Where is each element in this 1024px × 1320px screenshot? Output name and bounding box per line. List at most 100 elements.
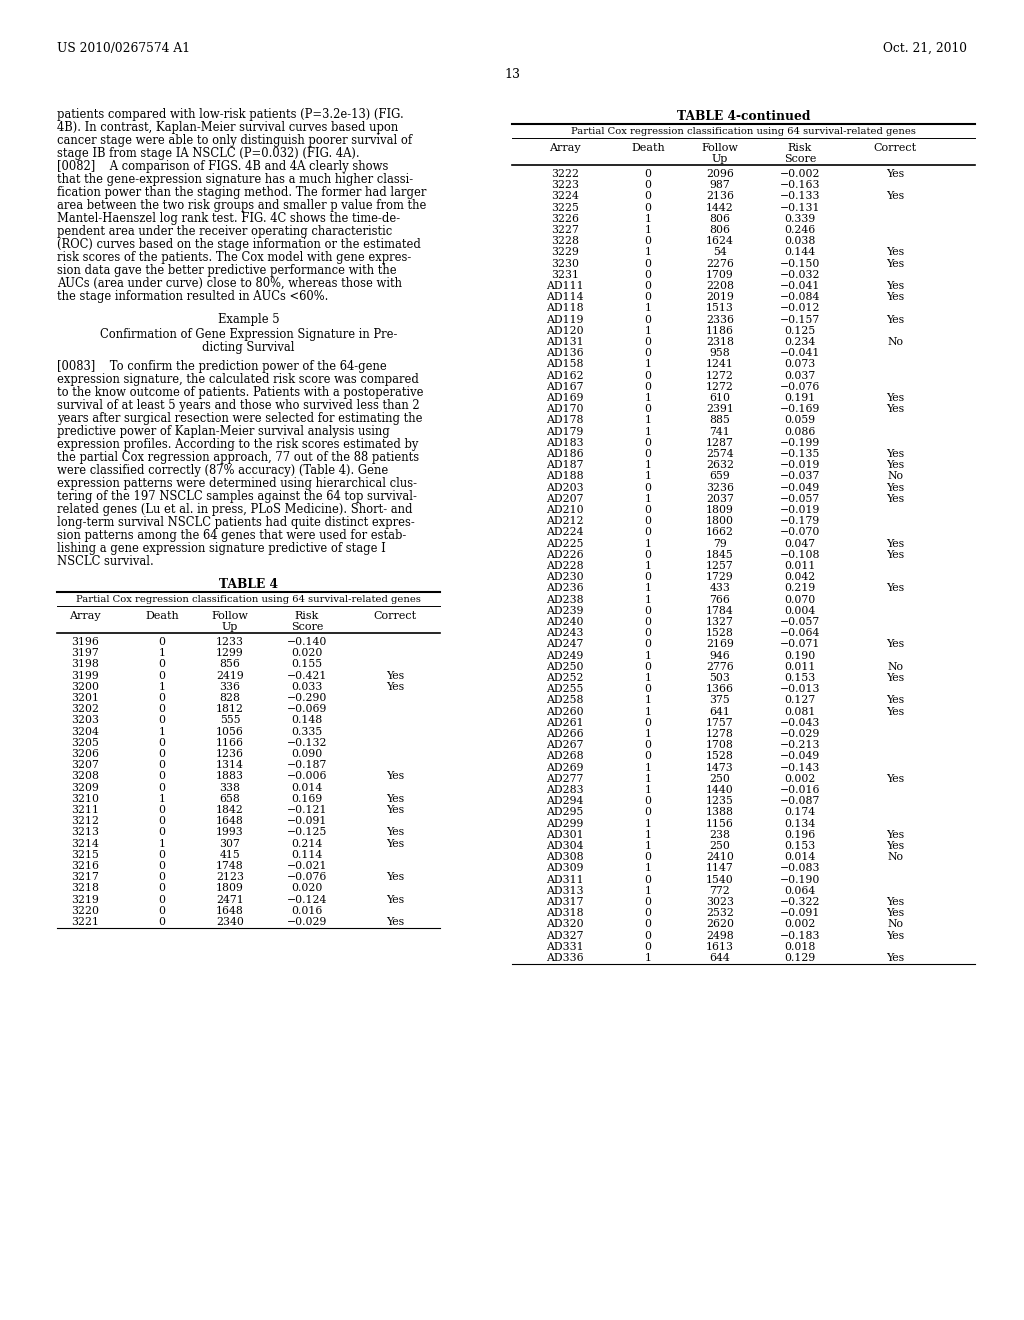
Text: 0: 0	[159, 783, 166, 792]
Text: 0.020: 0.020	[291, 883, 323, 894]
Text: 1: 1	[644, 416, 651, 425]
Text: 1648: 1648	[216, 816, 244, 826]
Text: 3200: 3200	[71, 682, 99, 692]
Text: 0: 0	[644, 741, 651, 750]
Text: −0.057: −0.057	[780, 616, 820, 627]
Text: −0.190: −0.190	[780, 875, 820, 884]
Text: 2136: 2136	[706, 191, 734, 202]
Text: 0: 0	[644, 920, 651, 929]
Text: 3216: 3216	[71, 861, 99, 871]
Text: 0.234: 0.234	[784, 337, 816, 347]
Text: 772: 772	[710, 886, 730, 896]
Text: AD243: AD243	[546, 628, 584, 638]
Text: 1540: 1540	[707, 875, 734, 884]
Text: Yes: Yes	[386, 805, 404, 814]
Text: pendent area under the receiver operating characteristic: pendent area under the receiver operatin…	[57, 224, 392, 238]
Text: −0.084: −0.084	[780, 292, 820, 302]
Text: 806: 806	[710, 224, 730, 235]
Text: 0: 0	[644, 684, 651, 694]
Text: 0: 0	[644, 516, 651, 527]
Text: 1624: 1624	[707, 236, 734, 247]
Text: 0: 0	[159, 805, 166, 814]
Text: 338: 338	[219, 783, 241, 792]
Text: Yes: Yes	[886, 583, 904, 594]
Text: 1: 1	[644, 471, 651, 482]
Text: 0: 0	[644, 371, 651, 380]
Text: 3224: 3224	[551, 191, 579, 202]
Text: 0.174: 0.174	[784, 808, 815, 817]
Text: 1: 1	[644, 763, 651, 772]
Text: 1287: 1287	[707, 438, 734, 447]
Text: AD320: AD320	[546, 920, 584, 929]
Text: 0: 0	[644, 853, 651, 862]
Text: 0: 0	[159, 693, 166, 704]
Text: 0: 0	[644, 449, 651, 459]
Text: 2336: 2336	[706, 314, 734, 325]
Text: 2632: 2632	[706, 461, 734, 470]
Text: AD162: AD162	[546, 371, 584, 380]
Text: AD239: AD239	[546, 606, 584, 616]
Text: 0.038: 0.038	[784, 236, 816, 247]
Text: 1: 1	[644, 774, 651, 784]
Text: TABLE 4: TABLE 4	[219, 578, 278, 591]
Text: 3210: 3210	[71, 793, 99, 804]
Text: 2318: 2318	[706, 337, 734, 347]
Text: 1528: 1528	[707, 628, 734, 638]
Text: 658: 658	[219, 793, 241, 804]
Text: AD188: AD188	[546, 471, 584, 482]
Text: 3215: 3215	[71, 850, 99, 859]
Text: 3023: 3023	[706, 898, 734, 907]
Text: 0: 0	[644, 202, 651, 213]
Text: No: No	[887, 920, 903, 929]
Text: 4B). In contrast, Kaplan-Meier survival curves based upon: 4B). In contrast, Kaplan-Meier survival …	[57, 121, 398, 135]
Text: 0.073: 0.073	[784, 359, 816, 370]
Text: Score: Score	[291, 622, 324, 632]
Text: 1272: 1272	[707, 381, 734, 392]
Text: 3219: 3219	[71, 895, 99, 904]
Text: AD331: AD331	[546, 941, 584, 952]
Text: 1662: 1662	[706, 528, 734, 537]
Text: 0.114: 0.114	[292, 850, 323, 859]
Text: 946: 946	[710, 651, 730, 660]
Text: −0.049: −0.049	[780, 483, 820, 492]
Text: cancer stage were able to only distinguish poorer survival of: cancer stage were able to only distingui…	[57, 135, 412, 147]
Text: 2471: 2471	[216, 895, 244, 904]
Text: sion patterns among the 64 genes that were used for estab-: sion patterns among the 64 genes that we…	[57, 529, 407, 543]
Text: AD327: AD327	[546, 931, 584, 941]
Text: 0: 0	[159, 861, 166, 871]
Text: 958: 958	[710, 348, 730, 358]
Text: Yes: Yes	[886, 639, 904, 649]
Text: 1: 1	[644, 224, 651, 235]
Text: AD119: AD119	[546, 314, 584, 325]
Text: 3231: 3231	[551, 269, 579, 280]
Text: Partial Cox regression classification using 64 survival-related genes: Partial Cox regression classification us…	[571, 127, 915, 136]
Text: 2096: 2096	[707, 169, 734, 180]
Text: 3213: 3213	[71, 828, 99, 837]
Text: 1299: 1299	[216, 648, 244, 659]
Text: Yes: Yes	[886, 292, 904, 302]
Text: 3220: 3220	[71, 906, 99, 916]
Text: 1314: 1314	[216, 760, 244, 770]
Text: 1: 1	[644, 214, 651, 224]
Text: 2391: 2391	[707, 404, 734, 414]
Text: 1241: 1241	[707, 359, 734, 370]
Text: −0.108: −0.108	[779, 550, 820, 560]
Text: Yes: Yes	[886, 191, 904, 202]
Text: Death: Death	[145, 611, 179, 620]
Text: 3226: 3226	[551, 214, 579, 224]
Text: 641: 641	[710, 706, 730, 717]
Text: 1842: 1842	[216, 805, 244, 814]
Text: 0: 0	[644, 292, 651, 302]
Text: Yes: Yes	[886, 483, 904, 492]
Text: −0.029: −0.029	[287, 917, 328, 927]
Text: AD283: AD283	[546, 785, 584, 795]
Text: −0.083: −0.083	[779, 863, 820, 874]
Text: the partial Cox regression approach, 77 out of the 88 patients: the partial Cox regression approach, 77 …	[57, 451, 419, 465]
Text: 0.004: 0.004	[784, 606, 816, 616]
Text: Yes: Yes	[886, 314, 904, 325]
Text: 3217: 3217	[71, 873, 99, 882]
Text: −0.169: −0.169	[780, 404, 820, 414]
Text: 1: 1	[644, 304, 651, 313]
Text: the stage information resulted in AUCs <60%.: the stage information resulted in AUCs <…	[57, 290, 329, 304]
Text: 0.064: 0.064	[784, 886, 816, 896]
